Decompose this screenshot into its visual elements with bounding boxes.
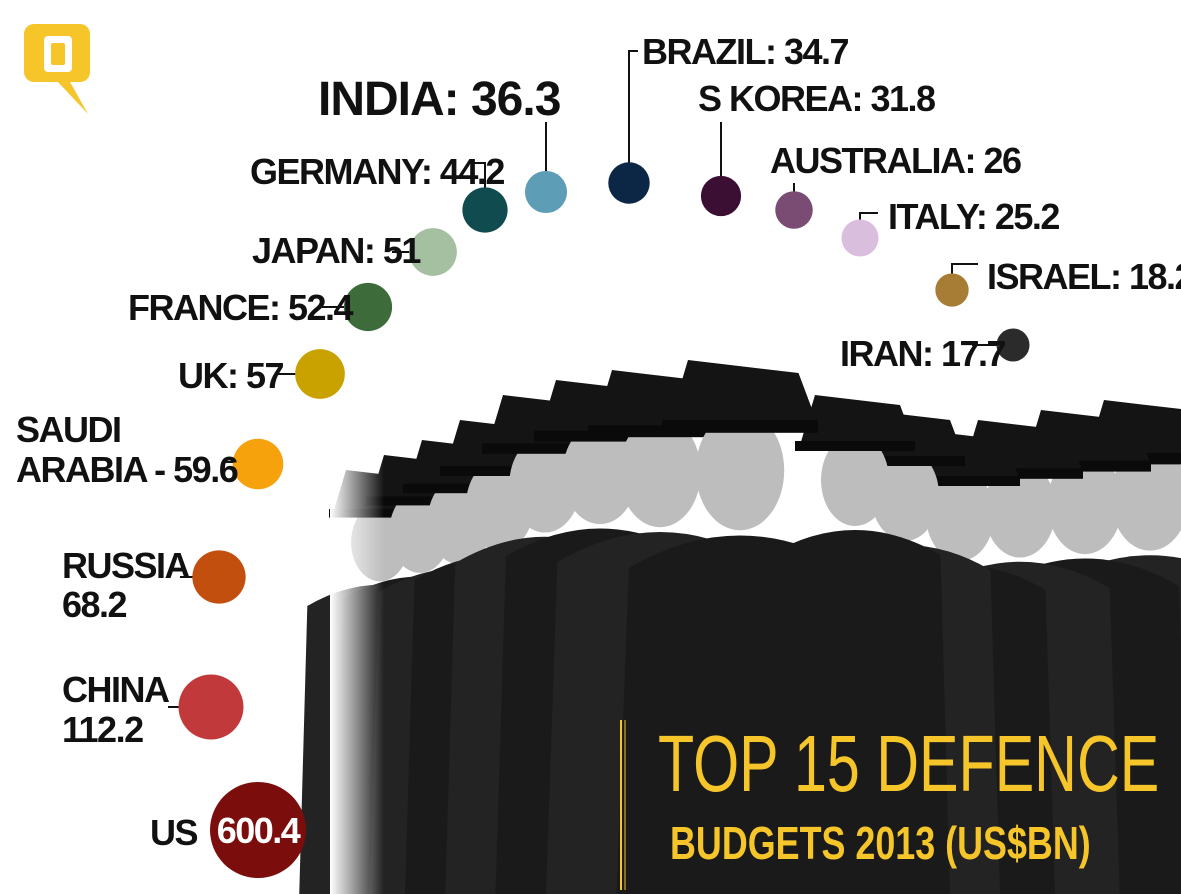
quint-logo-icon	[24, 18, 96, 118]
bubble-brazil	[608, 162, 650, 204]
label-japan: JAPAN: 51	[252, 230, 421, 271]
bubble-russia	[192, 550, 246, 604]
label-uk: UK: 57	[178, 355, 284, 396]
bubble-israel	[935, 273, 969, 307]
bubble-china	[178, 674, 244, 740]
leader-line-germany	[470, 162, 486, 192]
label-china-line2: 112.2	[62, 709, 143, 750]
bubble-germany	[462, 187, 508, 233]
leader-line-brazil	[628, 50, 638, 167]
bubble-italy	[841, 219, 879, 257]
chart-subtitle: BUDGETS 2013 (US$BN)	[670, 817, 1091, 869]
soldier-figure	[616, 360, 864, 894]
label-china: CHINA	[62, 669, 170, 710]
label-saudi-arabia: SAUDI	[16, 409, 121, 450]
bubble-india	[524, 170, 568, 214]
bubble-uk	[295, 349, 345, 399]
value-label-us: 600.4	[217, 810, 301, 851]
bubble-saudi-arabia	[232, 438, 284, 490]
bubble-japan	[409, 228, 457, 276]
label-brazil: BRAZIL: 34.7	[642, 31, 849, 72]
label-france: FRANCE: 52.4	[128, 287, 354, 328]
label-iran: IRAN: 17.7	[840, 333, 1006, 374]
bubble-france	[343, 282, 393, 332]
bubble-australia	[775, 191, 813, 229]
label-russia: RUSSIA	[62, 545, 191, 586]
label-australia: AUSTRALIA: 26	[770, 140, 1021, 181]
label-russia-line2: 68.2	[62, 584, 127, 625]
title-bracket	[620, 720, 626, 890]
title-block: TOP 15 DEFENCE BUDGETS 2013 (US$BN)	[620, 720, 1170, 890]
label-israel: ISRAEL: 18.2	[987, 256, 1181, 297]
label-india: INDIA: 36.3	[318, 73, 560, 126]
label-s-korea: S KOREA: 31.8	[698, 78, 935, 119]
label-italy: ITALY: 25.2	[888, 196, 1059, 237]
bubble-s-korea	[700, 175, 742, 217]
bubble-us	[210, 782, 306, 878]
label-saudi-arabia-line2: ARABIA - 59.6	[16, 449, 238, 490]
label-germany: GERMANY: 44.2	[250, 151, 504, 192]
chart-title: TOP 15 DEFENCE	[658, 719, 1160, 808]
label-us: US	[150, 812, 197, 853]
bubble-iran	[996, 328, 1030, 362]
